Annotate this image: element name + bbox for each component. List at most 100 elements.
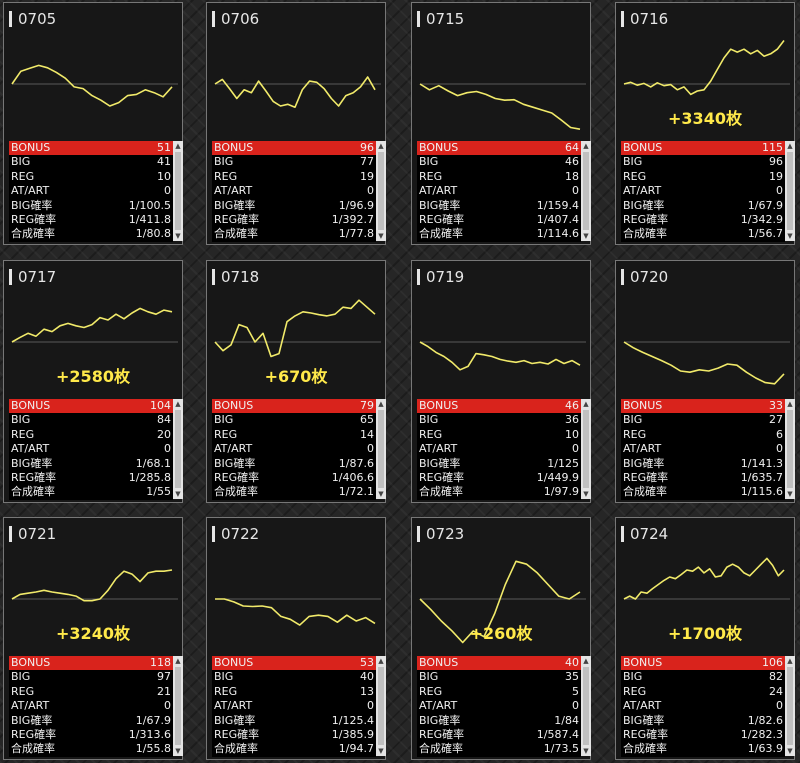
diff-coins-label: +670枚 [264, 367, 328, 386]
scroll-thumb[interactable] [175, 667, 181, 745]
stats-scrollbar[interactable]: ▲ ▼ [581, 399, 591, 499]
scroll-up-icon[interactable]: ▲ [583, 657, 589, 665]
stats-row-reg: REG 5 [417, 684, 581, 700]
scroll-thumb[interactable] [787, 667, 793, 745]
scroll-thumb[interactable] [787, 152, 793, 230]
stat-value: 1/411.8 [128, 212, 171, 226]
scroll-up-icon[interactable]: ▲ [175, 142, 181, 150]
stats-scrollbar[interactable]: ▲ ▼ [581, 141, 591, 241]
slump-graph [623, 557, 790, 600]
scroll-thumb[interactable] [583, 152, 589, 230]
stats-scrollbar[interactable]: ▲ ▼ [581, 656, 591, 756]
stats-row-reg: REG 24 [621, 684, 785, 700]
scroll-up-icon[interactable]: ▲ [175, 657, 181, 665]
scroll-thumb[interactable] [583, 410, 589, 488]
stat-value: 1/282.3 [740, 727, 783, 741]
scroll-down-icon[interactable]: ▼ [378, 232, 384, 240]
stat-value: 1/159.4 [536, 198, 579, 212]
stats-row-reg: REG 21 [9, 684, 173, 700]
series-line [11, 64, 173, 107]
slump-graph [214, 76, 381, 108]
scroll-thumb[interactable] [583, 667, 589, 745]
scroll-up-icon[interactable]: ▲ [378, 142, 384, 150]
stats-scrollbar[interactable]: ▲ ▼ [173, 399, 183, 499]
stats-scrollbar[interactable]: ▲ ▼ [173, 656, 183, 756]
stat-value: 1/100.5 [128, 198, 171, 212]
stat-value: 46 [565, 155, 579, 169]
scroll-up-icon[interactable]: ▲ [378, 400, 384, 408]
stats-scrollbar[interactable]: ▲ ▼ [376, 399, 386, 499]
scroll-thumb[interactable] [378, 410, 384, 488]
stat-label: AT/ART [623, 699, 662, 713]
stat-label: AT/ART [11, 699, 50, 713]
scroll-up-icon[interactable]: ▲ [787, 400, 793, 408]
stats-scrollbar[interactable]: ▲ ▼ [785, 399, 795, 499]
stat-value: 65 [360, 413, 374, 427]
scroll-thumb[interactable] [175, 152, 181, 230]
stats-scrollbar[interactable]: ▲ ▼ [785, 656, 795, 756]
scroll-up-icon[interactable]: ▲ [175, 400, 181, 408]
scroll-thumb[interactable] [378, 152, 384, 230]
stats-row-reg: REG 6 [621, 427, 785, 443]
scroll-thumb[interactable] [175, 410, 181, 488]
slump-graph [11, 569, 178, 602]
stat-value: 96 [769, 155, 783, 169]
scroll-thumb[interactable] [787, 410, 793, 488]
stats-row-reg-rate: REG確率 1/407.4 [417, 212, 581, 228]
stat-value: 13 [360, 684, 374, 698]
stats-row-at: AT/ART 0 [417, 184, 581, 199]
stat-value: 10 [565, 427, 579, 441]
scroll-up-icon[interactable]: ▲ [583, 400, 589, 408]
stats-row-bonus: BONUS 104 [9, 399, 173, 414]
stats-row-reg: REG 19 [212, 169, 376, 185]
stat-value: 1/56.7 [747, 227, 783, 241]
scroll-down-icon[interactable]: ▼ [175, 747, 181, 755]
stat-value: 14 [360, 427, 374, 441]
stat-label: 合成確率 [419, 485, 463, 499]
scroll-down-icon[interactable]: ▼ [378, 747, 384, 755]
diff-coins-label: +3340枚 [668, 109, 742, 128]
scroll-down-icon[interactable]: ▼ [787, 747, 793, 755]
scroll-down-icon[interactable]: ▼ [583, 747, 589, 755]
stat-value: 18 [565, 169, 579, 183]
scroll-down-icon[interactable]: ▼ [787, 490, 793, 498]
stat-label: BONUS [214, 141, 254, 154]
stats-scrollbar[interactable]: ▲ ▼ [173, 141, 183, 241]
stats-row-big: BIG 46 [417, 155, 581, 170]
stat-value: 1/114.6 [536, 227, 579, 241]
scroll-thumb[interactable] [378, 667, 384, 745]
stat-label: 合成確率 [419, 742, 463, 756]
machine-panel: 0720 BONUS 33 BIG 27 REG 6 AT/ART 0 BIG確率 1/141.3 R… [615, 260, 795, 503]
scroll-down-icon[interactable]: ▼ [378, 490, 384, 498]
diff-coins-label: +1700枚 [668, 624, 742, 643]
stats-row-total-rate: 合成確率 1/73.5 [417, 742, 581, 757]
scroll-up-icon[interactable]: ▲ [787, 657, 793, 665]
stats-scrollbar[interactable]: ▲ ▼ [376, 141, 386, 241]
scroll-up-icon[interactable]: ▲ [378, 657, 384, 665]
stat-label: BONUS [214, 656, 254, 669]
scroll-up-icon[interactable]: ▲ [787, 142, 793, 150]
series-line [215, 598, 376, 626]
stat-value: 1/87.6 [338, 456, 374, 470]
stat-label: REG確率 [623, 727, 669, 741]
stats-scrollbar[interactable]: ▲ ▼ [785, 141, 795, 241]
stat-value: 118 [150, 656, 171, 669]
scroll-down-icon[interactable]: ▼ [583, 232, 589, 240]
stat-label: 合成確率 [11, 227, 55, 241]
stat-label: REG確率 [11, 727, 57, 741]
scroll-down-icon[interactable]: ▼ [787, 232, 793, 240]
stat-value: 1/587.4 [536, 727, 579, 741]
stat-value: 1/125 [547, 456, 579, 470]
scroll-down-icon[interactable]: ▼ [175, 232, 181, 240]
scroll-down-icon[interactable]: ▼ [583, 490, 589, 498]
stat-value: 1/406.6 [331, 470, 374, 484]
scroll-down-icon[interactable]: ▼ [175, 490, 181, 498]
stat-value: 1/392.7 [331, 212, 374, 226]
stats-table: BONUS 51 BIG 41 REG 10 AT/ART 0 BIG確率 1/100.5 REG確… [9, 141, 183, 242]
stat-value: 1/80.8 [135, 227, 171, 241]
stats-scrollbar[interactable]: ▲ ▼ [376, 656, 386, 756]
machine-panel: 0724 +1700枚 BONUS 106 BIG 82 REG 24 AT/ART 0 BIG確率… [615, 517, 795, 760]
stats-row-big-rate: BIG確率 1/68.1 [9, 456, 173, 471]
stat-label: REG確率 [11, 470, 57, 484]
scroll-up-icon[interactable]: ▲ [583, 142, 589, 150]
